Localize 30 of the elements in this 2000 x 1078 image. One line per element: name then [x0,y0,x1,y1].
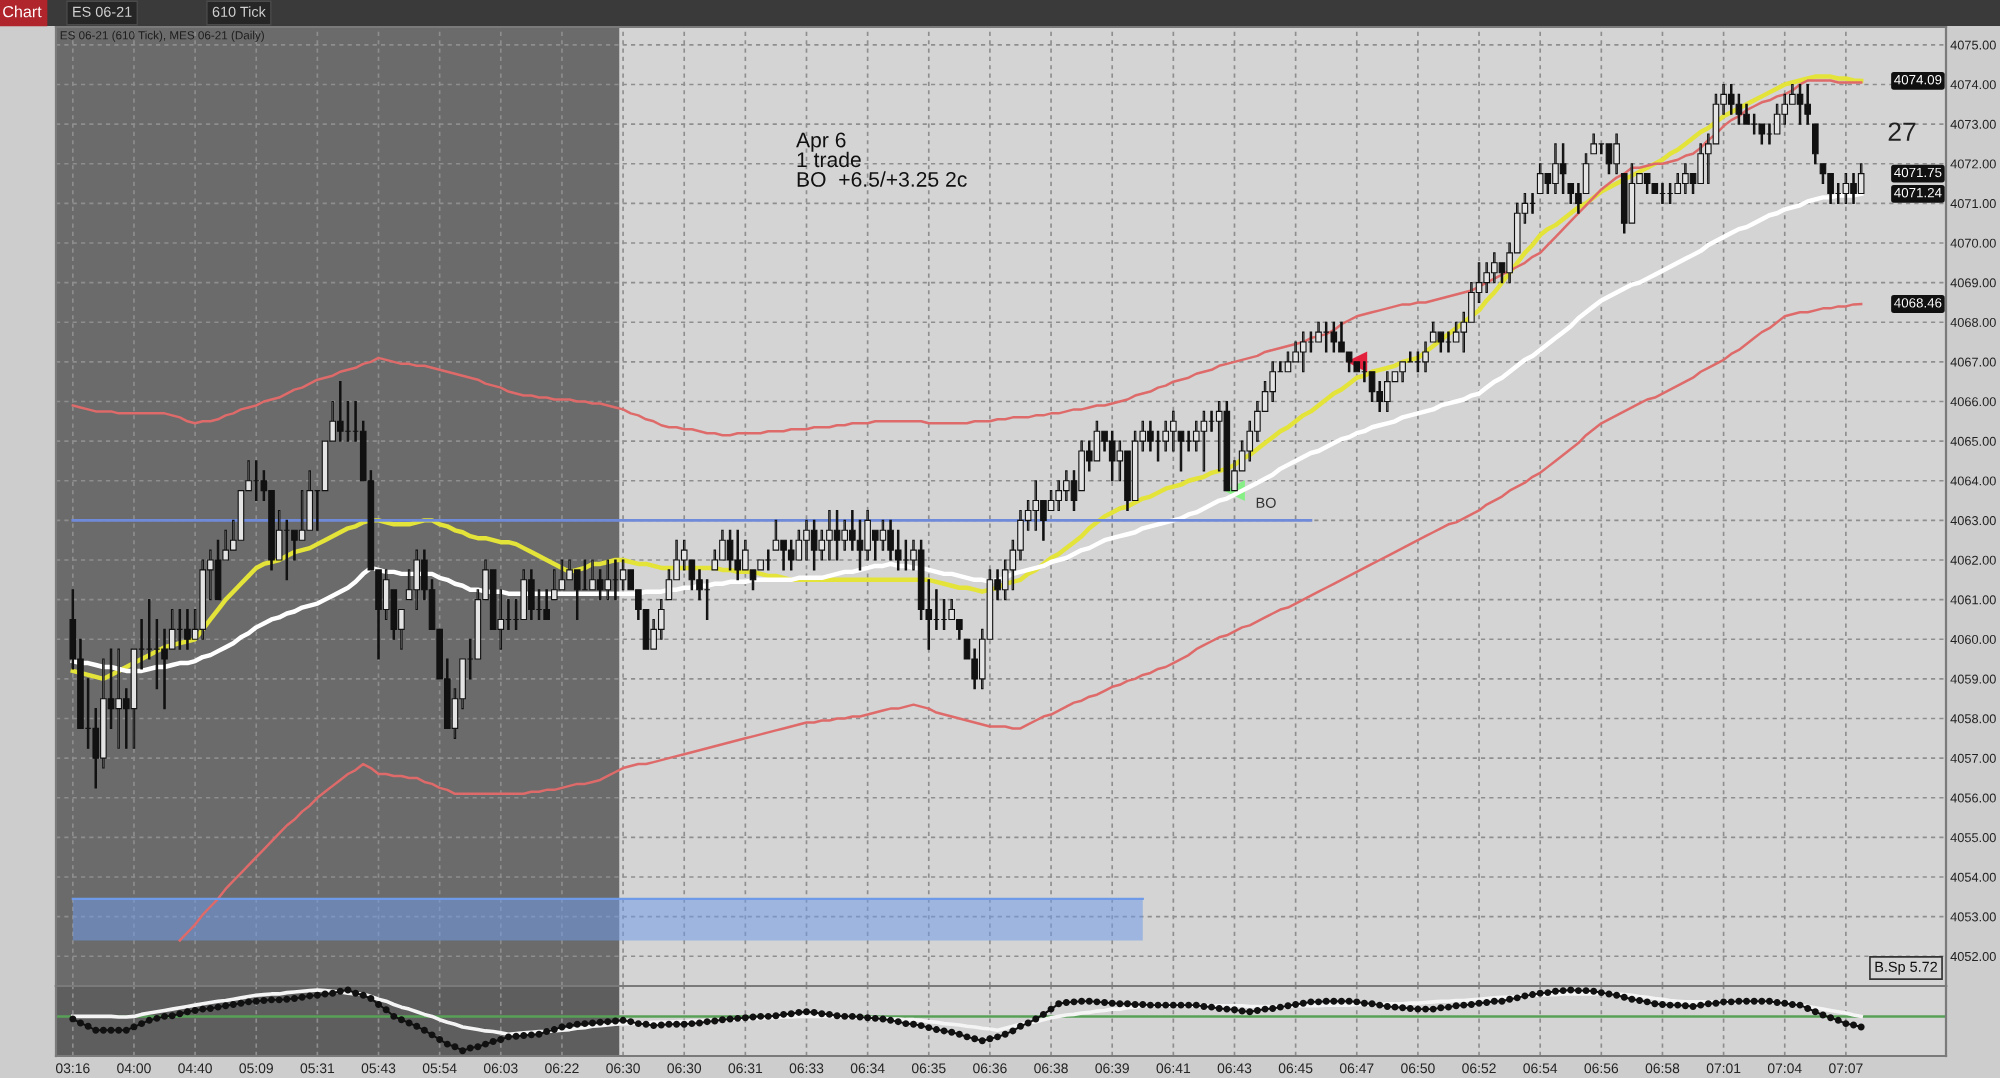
candlestick [1384,371,1391,412]
candlestick [1322,321,1330,353]
line-series [71,79,1863,437]
text: 27 [1888,122,1916,141]
candlestick [252,460,260,502]
candlestick [1108,430,1116,482]
candlestick [810,519,818,571]
candlestick [734,529,742,581]
text: Chart [3,5,42,18]
candlestick [1842,173,1850,204]
candlestick [604,559,612,601]
candlestick [1223,400,1231,492]
candlestick [528,569,535,620]
candlestick [612,559,619,601]
candlestick [184,608,191,650]
candlestick [1643,173,1651,194]
candlestick [176,608,184,650]
candlestick [1330,321,1338,353]
candlestick [336,381,344,442]
annotation: Apr 6 1 trade BO +6.5/+3.25 2c [796,132,967,187]
candlestick [1552,143,1559,194]
candlestick [826,509,833,561]
candlestick [1299,331,1307,373]
candlestick [1659,182,1666,204]
line-series [70,74,1864,682]
candlestick [115,648,122,749]
line-series [178,302,1863,942]
line-series [70,191,1864,674]
candlestick [1682,163,1689,194]
candlestick [413,549,421,611]
